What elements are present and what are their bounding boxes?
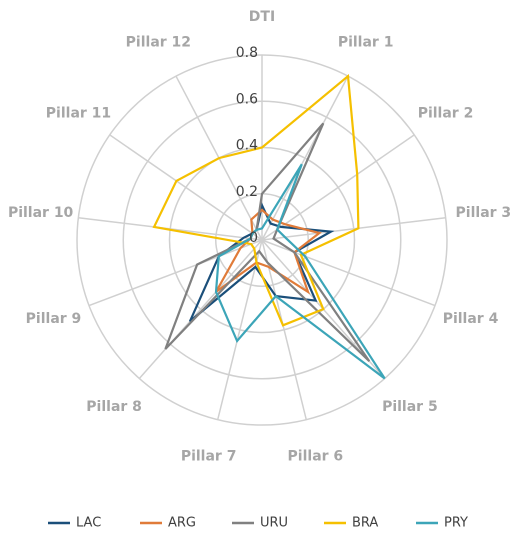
spoke [261, 216, 446, 241]
legend-label: URU [260, 516, 288, 531]
legend-label: PRY [444, 516, 468, 531]
spoke [261, 239, 308, 420]
y-tick-label: 0.6 [236, 91, 258, 107]
legend-label: BRA [352, 516, 378, 531]
category-label: Pillar 2 [418, 105, 474, 121]
spoke [261, 75, 349, 241]
y-tick-label: 0.4 [236, 138, 258, 154]
series-line [214, 163, 386, 380]
series-line [152, 74, 360, 327]
category-label: Pillar 11 [46, 105, 111, 121]
category-label: Pillar 6 [288, 449, 344, 465]
category-label: Pillar 1 [338, 35, 394, 51]
spoke [109, 134, 263, 241]
spoke [216, 239, 263, 420]
category-label: Pillar 4 [443, 311, 499, 327]
spoke [261, 134, 415, 241]
spoke [88, 239, 263, 307]
category-label: Pillar 8 [86, 399, 142, 415]
category-label: Pillar 12 [126, 35, 191, 51]
y-tick-label: 0 [249, 230, 258, 246]
spoke [138, 239, 263, 379]
category-label: Pillar 9 [26, 311, 82, 327]
category-label: DTI [249, 9, 275, 25]
y-tick-label: 0.2 [236, 184, 258, 200]
y-tick-label: 0.8 [236, 45, 258, 61]
category-label: Pillar 10 [8, 205, 74, 221]
category-label: Pillar 3 [456, 205, 512, 221]
legend-label: LAC [76, 516, 101, 531]
category-label: Pillar 5 [382, 399, 438, 415]
category-label: Pillar 7 [181, 449, 237, 465]
legend-label: ARG [168, 516, 196, 531]
spoke [261, 239, 436, 307]
